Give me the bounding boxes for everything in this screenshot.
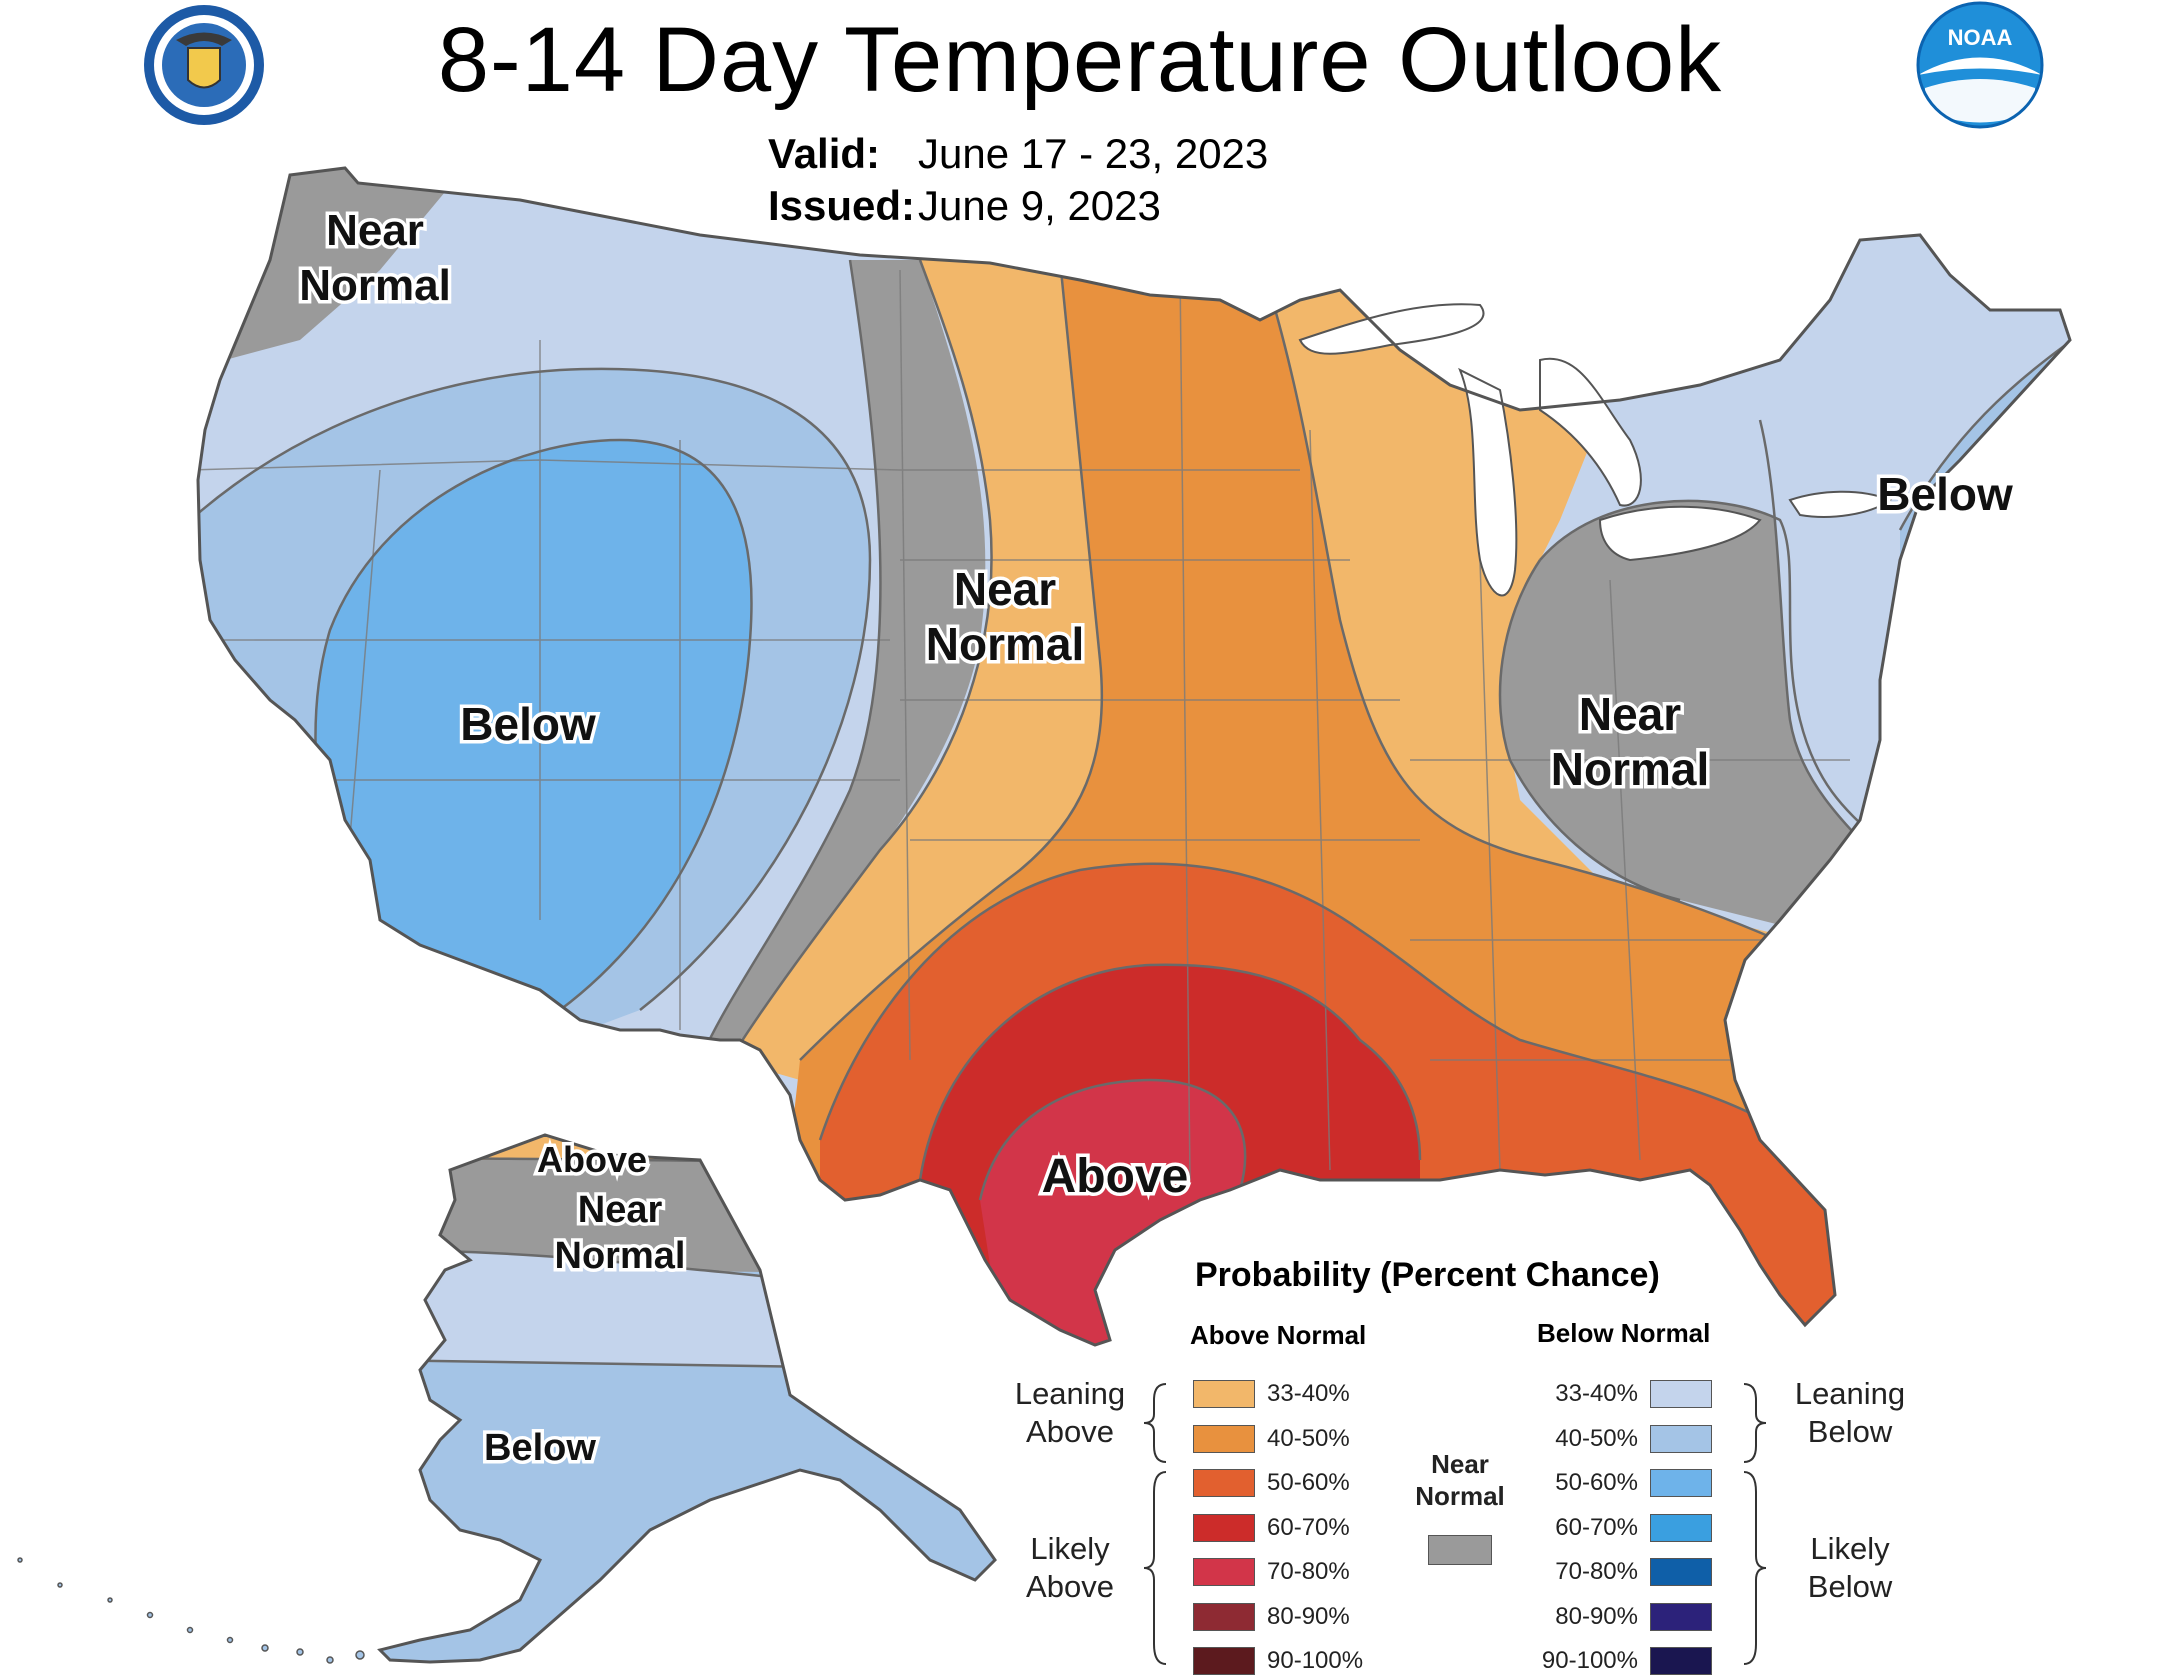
legend-below-swatch	[1650, 1513, 1712, 1542]
legend-above-swatch	[1193, 1469, 1255, 1497]
noaa-logo: NOAA	[1916, 1, 2044, 129]
region-labels: Near Normal Below Near Normal Near Norma…	[296, 203, 2017, 1473]
likely-below-line2: Below	[1807, 1569, 1893, 1604]
alaska-map	[380, 1135, 995, 1662]
legend-below-swatch	[1650, 1380, 1712, 1408]
legend-above-row: 60-70%	[1193, 1512, 1365, 1544]
legend-above-range-label: 80-90%	[1267, 1602, 1350, 1630]
valid-label: Valid:	[768, 130, 881, 177]
legend-above-swatch	[1193, 1424, 1255, 1453]
label-ak-near-1: Near	[578, 1189, 663, 1231]
leaning-above-line1: Leaning	[1014, 1376, 1126, 1411]
label-ohio-near-1: Near	[1579, 688, 1681, 740]
aleutian-islands	[17, 1557, 365, 1664]
leaning-below-line1: Leaning	[1794, 1376, 1906, 1411]
legend-below-swatch	[1650, 1558, 1712, 1586]
legend-above-swatch	[1193, 1602, 1255, 1631]
legend-above-swatch	[1193, 1380, 1255, 1408]
legend-above-row: 40-50%	[1193, 1423, 1365, 1455]
legend-below-swatch	[1650, 1424, 1712, 1453]
likely-above-line1: Likely	[1030, 1531, 1110, 1566]
legend-below-row: 33-40%	[1540, 1378, 1712, 1410]
legend-above-swatch	[1193, 1513, 1255, 1542]
legend-near-normal-swatch	[1428, 1535, 1492, 1565]
legend-below-range-label: 80-90%	[1555, 1602, 1638, 1630]
legend-title: Probability (Percent Chance)	[1195, 1256, 1660, 1294]
likely-below-line1: Likely	[1810, 1531, 1890, 1566]
issued-label: Issued:	[768, 182, 916, 229]
page-title: 8-14 Day Temperature Outlook	[437, 9, 1723, 111]
commerce-seal-logo	[144, 5, 264, 125]
legend-above-range-label: 60-70%	[1267, 1513, 1350, 1541]
legend-below-range-label: 90-100%	[1541, 1647, 1638, 1674]
conus-outline	[196, 166, 2072, 1347]
label-ak-above: Above	[537, 1139, 647, 1180]
legend-leaning-above: Leaning Above	[1005, 1375, 1135, 1451]
legend-above-range-label: 90-100%	[1267, 1647, 1364, 1674]
legend-above-range-label: 40-50%	[1267, 1424, 1350, 1452]
legend-below-header: Below Normal	[1537, 1318, 1711, 1348]
legend-above-swatch	[1193, 1558, 1255, 1586]
leaning-above-line2: Above	[1026, 1414, 1114, 1449]
legend-below-range-label: 50-60%	[1555, 1469, 1638, 1496]
legend-likely-below: Likely Below	[1775, 1530, 1925, 1606]
legend-below-range-label: 70-80%	[1555, 1558, 1638, 1585]
label-nw-near-1: Near	[326, 206, 424, 255]
legend-below-swatch	[1650, 1469, 1712, 1497]
legend-below-row: 40-50%	[1540, 1423, 1712, 1455]
noaa-logo-text: NOAA	[1948, 25, 2013, 50]
label-ne-below: Below	[1877, 468, 2013, 520]
brace-leaning-above	[1143, 1383, 1167, 1463]
brace-leaning-below	[1743, 1383, 1767, 1463]
great-lakes	[1298, 303, 1893, 597]
valid-value: June 17 - 23, 2023	[918, 130, 1269, 177]
label-nw-near-2: Normal	[299, 261, 451, 310]
legend-leaning-below: Leaning Below	[1775, 1375, 1925, 1451]
label-plains-near-2: Normal	[926, 618, 1084, 670]
legend-above-row: 90-100%	[1193, 1645, 1365, 1677]
legend-below-row: 80-90%	[1540, 1601, 1712, 1633]
legend-below-row: 60-70%	[1540, 1512, 1712, 1544]
alaska-outline	[377, 1133, 997, 1664]
legend-below-range-label: 40-50%	[1555, 1424, 1638, 1452]
near-normal-line2: Normal	[1415, 1481, 1505, 1511]
likely-above-line2: Above	[1026, 1569, 1114, 1604]
legend-above-row: 70-80%	[1193, 1556, 1365, 1588]
brace-likely-above	[1143, 1471, 1167, 1665]
legend-below-swatch	[1650, 1602, 1712, 1631]
state-borders	[198, 269, 1850, 1181]
leaning-below-line2: Below	[1807, 1414, 1893, 1449]
label-ak-near-2: Normal	[555, 1235, 686, 1277]
legend-above-range-label: 33-40%	[1267, 1380, 1350, 1407]
legend-above-swatch	[1193, 1647, 1255, 1675]
label-plains-near-1: Near	[954, 563, 1056, 615]
legend-below-row: 90-100%	[1540, 1645, 1712, 1677]
legend-below-swatch	[1650, 1647, 1712, 1675]
issued-value: June 9, 2023	[918, 182, 1161, 229]
legend-below-row: 50-60%	[1540, 1467, 1712, 1499]
near-normal-line1: Near	[1431, 1449, 1489, 1479]
label-ak-below: Below	[484, 1427, 596, 1469]
legend-above-row: 33-40%	[1193, 1378, 1365, 1410]
legend-near-normal: Near Normal	[1400, 1448, 1520, 1512]
valid-issued-dates: Valid: June 17 - 23, 2023 Issued:June 9, …	[768, 128, 1268, 232]
label-texas-above: Above	[1042, 1150, 1189, 1203]
brace-likely-below	[1743, 1471, 1767, 1665]
legend-below-range-label: 60-70%	[1555, 1513, 1638, 1541]
probability-contours	[198, 259, 2070, 1201]
legend-above-header: Above Normal	[1190, 1320, 1367, 1350]
label-west-below: Below	[460, 698, 596, 750]
legend-below-row: 70-80%	[1540, 1556, 1712, 1588]
legend-above-row: 50-60%	[1193, 1467, 1365, 1499]
legend-above-range-label: 70-80%	[1267, 1558, 1350, 1585]
label-ohio-near-2: Normal	[1551, 743, 1709, 795]
legend-below-range-label: 33-40%	[1555, 1380, 1638, 1407]
legend-likely-above: Likely Above	[1005, 1530, 1135, 1606]
legend-above-row: 80-90%	[1193, 1601, 1365, 1633]
legend-above-range-label: 50-60%	[1267, 1469, 1350, 1496]
